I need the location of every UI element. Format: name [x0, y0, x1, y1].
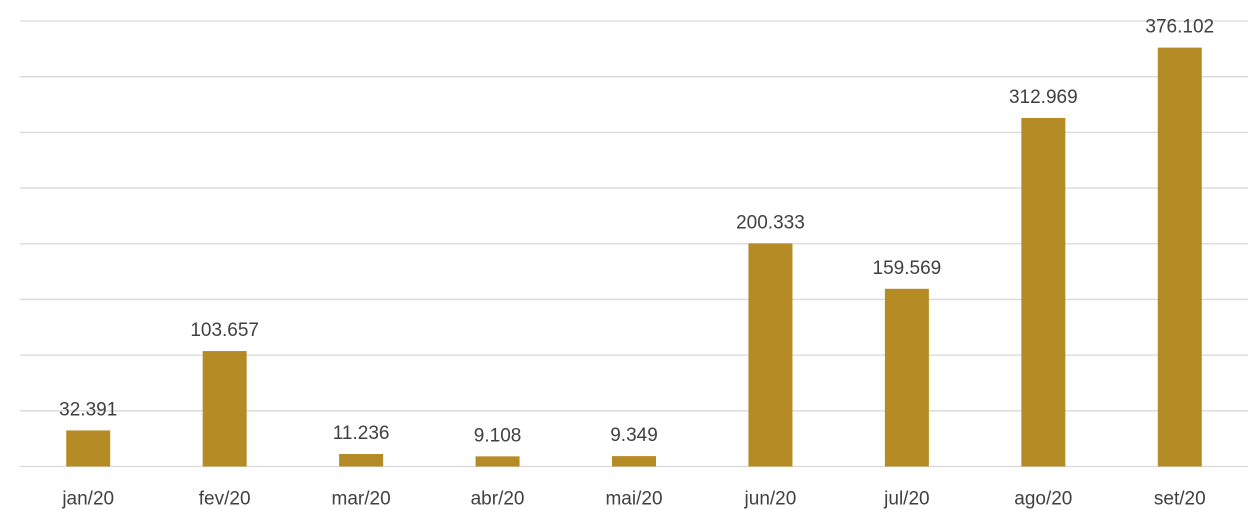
x-tick-label: fev/20: [199, 489, 251, 510]
x-axis-tick-labels: jan/20 fev/20 mar/20 abr/20 mai/20 jun/20 jul/…: [61, 489, 1205, 510]
bar-jul-20: [884, 288, 929, 467]
x-tick-label: jan/20: [61, 489, 114, 510]
bar-set-20: [1157, 47, 1202, 467]
x-tick-label: set/20: [1154, 489, 1206, 510]
bars: [66, 47, 1202, 467]
bar-ago-20: [1021, 117, 1066, 467]
bar-fev-20: [202, 351, 247, 467]
bar-abr-20: [475, 456, 520, 467]
data-label: 11.236: [333, 423, 390, 444]
bar-mar-20: [339, 453, 384, 467]
bar-jan-20: [66, 430, 111, 467]
x-tick-label: abr/20: [471, 489, 525, 510]
data-label: 200.333: [736, 212, 805, 233]
x-tick-label: mar/20: [332, 489, 391, 510]
data-label: 376.102: [1145, 17, 1214, 38]
x-tick-label: jun/20: [744, 489, 797, 510]
data-labels: 32.391 103.657 11.236 9.108 9.349 200.333 159.…: [59, 17, 1214, 447]
data-label: 159.569: [873, 258, 942, 279]
bar-jun-20: [748, 243, 793, 467]
data-label: 9.108: [474, 425, 522, 446]
x-tick-label: jul/20: [883, 489, 929, 510]
data-label: 9.349: [610, 425, 658, 446]
data-label: 32.391: [59, 399, 117, 420]
bar-mai-20: [612, 456, 656, 467]
x-tick-label: mai/20: [605, 489, 662, 510]
data-label: 312.969: [1009, 87, 1078, 108]
data-label: 103.657: [190, 320, 259, 341]
x-tick-label: ago/20: [1014, 489, 1072, 510]
